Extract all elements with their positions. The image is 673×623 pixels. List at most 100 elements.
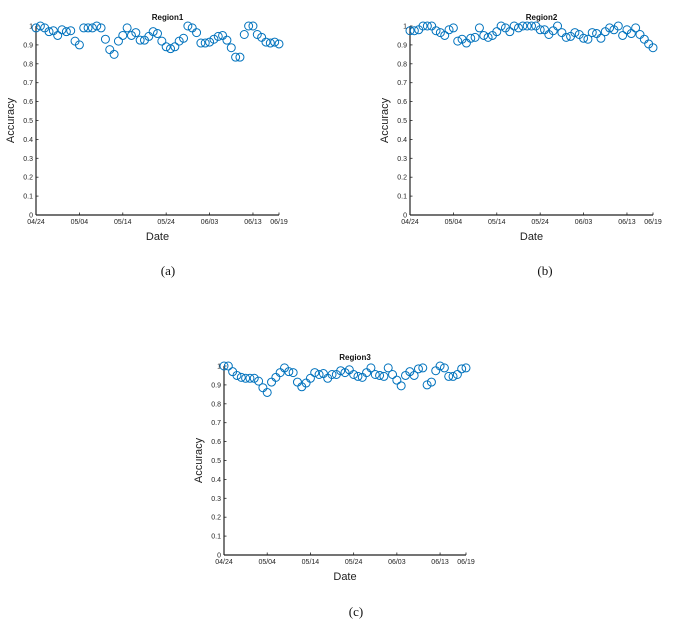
- data-point: [648, 43, 658, 53]
- data-point: [496, 21, 506, 31]
- y-tick-label: 0.8: [211, 401, 221, 408]
- data-point: [241, 373, 251, 383]
- y-axis-label: Accuracy: [379, 97, 391, 143]
- data-point: [53, 30, 63, 40]
- data-point: [413, 364, 423, 374]
- data-point: [265, 38, 275, 48]
- data-point: [100, 34, 110, 44]
- data-point: [639, 34, 649, 44]
- chart-panel-3: 0 0.1 0.2 0.3 0.4 0.5 0.6 0.7 0.8 0.9 1 04/24 05/04 0…: [193, 353, 475, 619]
- x-tick-label: 04/24: [27, 219, 45, 226]
- subfigure-caption: (a): [161, 263, 175, 278]
- data-point: [626, 29, 636, 39]
- data-point: [422, 21, 432, 31]
- data-point: [87, 23, 97, 33]
- data-point: [583, 34, 593, 44]
- data-point: [388, 370, 398, 380]
- data-point: [509, 21, 519, 31]
- data-point: [483, 32, 493, 42]
- data-point: [383, 363, 393, 373]
- data-point: [274, 39, 284, 49]
- data-point: [327, 370, 337, 380]
- data-point: [239, 30, 249, 40]
- data-point: [505, 27, 515, 37]
- x-tick-label: 06/19: [644, 219, 662, 226]
- data-point: [271, 372, 281, 382]
- y-tick-label: 0: [29, 213, 33, 220]
- data-point: [379, 371, 389, 381]
- data-point: [474, 23, 484, 33]
- data-point: [96, 23, 106, 33]
- data-point: [527, 21, 536, 31]
- data-point: [431, 26, 441, 36]
- data-point: [113, 36, 123, 46]
- data-point: [157, 36, 167, 46]
- data-point: [245, 373, 255, 383]
- y-tick-label: 0.2: [211, 515, 221, 522]
- data-point: [518, 21, 528, 31]
- data-point: [492, 27, 502, 37]
- chart-panel-1: 0 0.1 0.2 0.3 0.4 0.5 0.6 0.7 0.8 0.9 1 04/24 05/04 0…: [5, 13, 288, 278]
- data-point: [435, 361, 445, 371]
- data-point: [613, 21, 623, 31]
- y-tick-label: 0.4: [23, 137, 33, 144]
- data-point: [61, 27, 71, 37]
- y-axis-label: Accuracy: [5, 97, 17, 143]
- x-tick-label: 04/24: [401, 219, 419, 226]
- x-tick-label: 05/04: [258, 559, 276, 566]
- data-point: [213, 31, 223, 41]
- x-tick-label: 06/19: [457, 559, 475, 566]
- data-point: [305, 373, 315, 383]
- data-point: [522, 21, 532, 31]
- y-tick-label: 0.9: [397, 42, 407, 49]
- data-point: [635, 30, 645, 40]
- y-tick-label: 0: [217, 553, 221, 560]
- y-tick-label: 0.4: [397, 137, 407, 144]
- x-tick-label: 04/24: [215, 559, 233, 566]
- data-point: [44, 27, 54, 37]
- data-point: [405, 26, 415, 36]
- data-point: [561, 32, 571, 42]
- data-point: [470, 32, 480, 42]
- data-point: [579, 33, 589, 43]
- data-point: [148, 27, 158, 37]
- data-point: [248, 21, 258, 31]
- data-point: [196, 38, 206, 48]
- data-point: [236, 372, 246, 382]
- data-point: [409, 26, 419, 36]
- y-axis-label: Accuracy: [193, 437, 205, 483]
- data-point: [235, 52, 245, 62]
- y-tick-label: 0.7: [211, 420, 221, 427]
- data-point: [226, 43, 236, 53]
- data-point: [444, 371, 454, 381]
- x-axis-label: Date: [146, 231, 169, 243]
- x-tick-label: 06/03: [575, 219, 593, 226]
- x-tick-label: 05/24: [531, 219, 549, 226]
- y-tick-label: 0.9: [211, 382, 221, 389]
- data-point: [254, 376, 264, 386]
- data-point: [479, 30, 489, 40]
- data-point: [135, 35, 145, 45]
- data-point: [262, 387, 272, 397]
- chart-title: Region3: [339, 353, 371, 362]
- data-point: [232, 370, 242, 380]
- y-tick-label: 0.1: [23, 194, 33, 201]
- data-point: [349, 370, 359, 380]
- data-point: [183, 21, 193, 31]
- data-point: [258, 383, 268, 393]
- data-point: [440, 30, 450, 40]
- y-tick-label: 1: [217, 364, 221, 371]
- data-point: [448, 371, 458, 381]
- data-point: [192, 28, 202, 38]
- x-tick-label: 06/19: [270, 219, 288, 226]
- data-point: [261, 37, 271, 47]
- data-point: [409, 370, 419, 380]
- data-point: [66, 26, 76, 36]
- y-tick-label: 0.1: [397, 194, 407, 201]
- data-point: [105, 45, 115, 55]
- x-tick-label: 05/24: [345, 559, 363, 566]
- data-point: [336, 366, 346, 376]
- data-point: [452, 370, 462, 380]
- data-point: [605, 23, 615, 33]
- x-tick-label: 05/14: [302, 559, 320, 566]
